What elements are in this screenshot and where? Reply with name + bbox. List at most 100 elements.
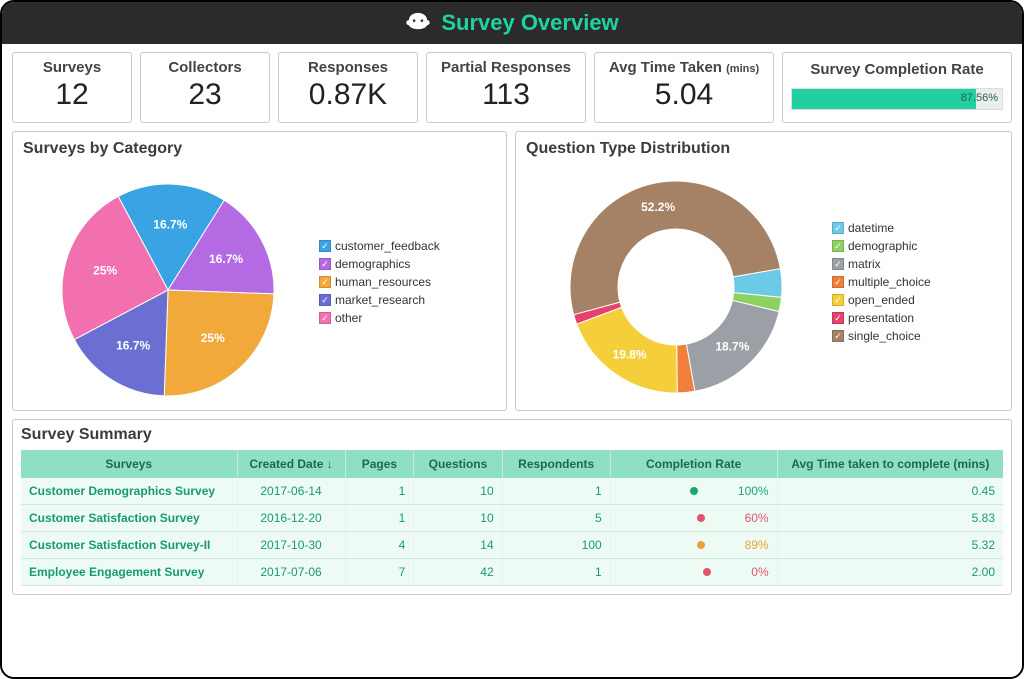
pages-cell: 1 [345, 478, 414, 505]
table-header[interactable]: Questions [414, 450, 502, 478]
survey-name-cell[interactable]: Customer Satisfaction Survey [21, 505, 237, 532]
legend-item: ✓ human_resources [319, 275, 440, 289]
legend-swatch: ✓ [832, 240, 844, 252]
legend-item: ✓other [319, 311, 440, 325]
table-row: Employee Engagement Survey2017-07-067421… [21, 559, 1003, 586]
pie-slice-label: 25% [93, 264, 117, 278]
date-cell: 2017-10-30 [237, 532, 345, 559]
kpi-label: Partial Responses [441, 59, 571, 76]
table-header[interactable]: Respondents [502, 450, 610, 478]
kpi-label: Avg Time Taken (mins) [609, 59, 759, 76]
legend-item: ✓ market_research [319, 293, 440, 307]
survey-name-cell[interactable]: Customer Satisfaction Survey-II [21, 532, 237, 559]
kpi-label: Surveys [43, 59, 101, 76]
date-cell: 2017-07-06 [237, 559, 345, 586]
survey-name-cell[interactable]: Employee Engagement Survey [21, 559, 237, 586]
avg-time-cell: 5.32 [777, 532, 1003, 559]
panel-title: Question Type Distribution [526, 140, 1001, 158]
legend-swatch: ✓ [832, 276, 844, 288]
rate-cell: 89% [610, 532, 777, 559]
legend-label: human_resources [335, 275, 431, 289]
legend-swatch: ✓ [319, 240, 331, 252]
table-header[interactable]: Surveys [21, 450, 237, 478]
donut-slice-label: 18.7% [715, 340, 749, 354]
pie-chart: 16.7% 16.7% 25% 16.7% 25% [23, 162, 313, 402]
panel-surveys-by-category: Surveys by Category 16.7% 16.7% 25% 16.7% 25… [12, 131, 507, 411]
kpi-collectors: Collectors 23 [140, 52, 270, 123]
respondents-cell: 5 [502, 505, 610, 532]
table-row: Customer Demographics Survey2017-06-1411… [21, 478, 1003, 505]
table-header[interactable]: Completion Rate [610, 450, 777, 478]
rate-dot-icon [697, 541, 705, 549]
respondents-cell: 100 [502, 532, 610, 559]
kpi-label: Survey Completion Rate [810, 61, 983, 78]
legend-label: market_research [335, 293, 425, 307]
panel-title: Surveys by Category [23, 140, 496, 158]
kpi-value: 5.04 [655, 78, 713, 112]
legend-label: presentation [848, 311, 914, 325]
table-row: Customer Satisfaction Survey-II2017-10-3… [21, 532, 1003, 559]
page-title: Survey Overview [441, 10, 618, 36]
kpi-value: 12 [55, 78, 88, 112]
monkey-icon [405, 10, 431, 36]
title-bar: Survey Overview [2, 2, 1022, 44]
respondents-cell: 1 [502, 478, 610, 505]
table-row: Customer Satisfaction Survey2016-12-2011… [21, 505, 1003, 532]
rate-cell: 0% [610, 559, 777, 586]
kpi-value: 0.87K [309, 78, 387, 112]
table-header[interactable]: Pages [345, 450, 414, 478]
donut-chart: 18.7%2.7%19.8%52.2% [526, 162, 826, 402]
legend-swatch: ✓ [319, 276, 331, 288]
kpi-completion-rate: Survey Completion Rate 87.56% [782, 52, 1012, 123]
rate-text: 100% [738, 484, 769, 498]
table-header[interactable]: Avg Time taken to complete (mins) [777, 450, 1003, 478]
legend-swatch: ✓ [319, 258, 331, 270]
legend-label: demographics [335, 257, 410, 271]
completion-bar: 87.56% [791, 88, 1003, 110]
legend-item: ✓ open_ended [832, 293, 931, 307]
pages-cell: 4 [345, 532, 414, 559]
pages-cell: 1 [345, 505, 414, 532]
kpi-value: 23 [188, 78, 221, 112]
rate-dot-icon [697, 514, 705, 522]
legend-item: ✓ datetime [832, 221, 931, 235]
pie-slice-label: 25% [201, 331, 225, 345]
avg-time-cell: 5.83 [777, 505, 1003, 532]
pie-slice-label: 16.7% [153, 217, 187, 231]
rate-text: 60% [745, 511, 769, 525]
legend-swatch: ✓ [832, 222, 844, 234]
date-cell: 2017-06-14 [237, 478, 345, 505]
table-header[interactable]: Created Date ↓ [237, 450, 345, 478]
legend-item: ✓single_choice [832, 329, 931, 343]
legend-label: matrix [848, 257, 881, 271]
kpi-value: 113 [482, 78, 530, 112]
survey-name-cell[interactable]: Customer Demographics Survey [21, 478, 237, 505]
kpi-label: Responses [308, 59, 388, 76]
legend-swatch: ✓ [319, 294, 331, 306]
legend-label: open_ended [848, 293, 915, 307]
panel-question-type: Question Type Distribution 18.7%2.7%19.8… [515, 131, 1012, 411]
rate-dot-icon [690, 487, 698, 495]
legend-swatch: ✓ [832, 294, 844, 306]
legend-label: single_choice [848, 329, 921, 343]
respondents-cell: 1 [502, 559, 610, 586]
kpi-label: Collectors [168, 59, 241, 76]
pages-cell: 7 [345, 559, 414, 586]
legend-label: datetime [848, 221, 894, 235]
legend-item: ✓customer_feedback [319, 239, 440, 253]
avg-time-cell: 2.00 [777, 559, 1003, 586]
legend-swatch: ✓ [319, 312, 331, 324]
legend-item: ✓matrix [832, 257, 931, 271]
summary-table: SurveysCreated Date ↓PagesQuestionsRespo… [21, 450, 1003, 586]
pie-slice-label: 16.7% [116, 339, 150, 353]
legend-label: multiple_choice [848, 275, 931, 289]
panel-title: Survey Summary [21, 426, 1003, 444]
legend-item: ✓presentation [832, 311, 931, 325]
rate-cell: 60% [610, 505, 777, 532]
pie-slice-label: 16.7% [209, 252, 243, 266]
pie-legend: ✓customer_feedback✓demographics✓human_re… [319, 239, 440, 325]
legend-label: demographic [848, 239, 917, 253]
questions-cell: 42 [414, 559, 502, 586]
completion-bar-text: 87.56% [961, 92, 998, 104]
kpi-row: Surveys 12 Collectors 23 Responses 0.87K… [12, 52, 1012, 123]
